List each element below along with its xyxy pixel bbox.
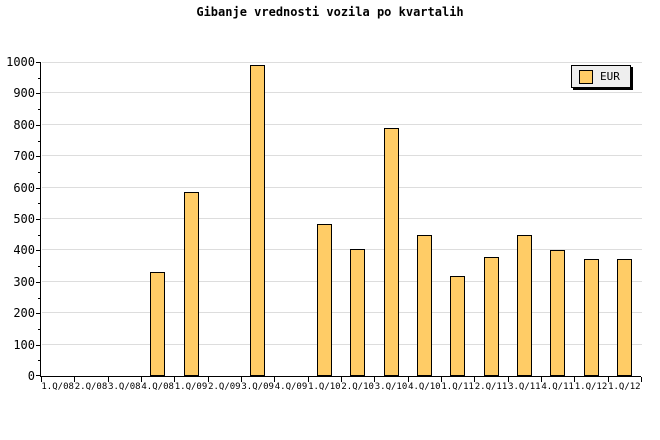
y-tick-label: 0	[27, 369, 35, 383]
y-axis-tick	[36, 219, 41, 220]
y-axis-tick	[36, 188, 41, 189]
gridline	[42, 218, 642, 219]
x-tick-label: 1.Q/12	[574, 382, 608, 392]
x-tick-label: 2.Q/10	[341, 382, 374, 392]
y-tick-label: 100	[13, 338, 35, 352]
bar	[383, 128, 399, 376]
x-axis-tick	[474, 377, 475, 382]
y-tick-label: 700	[13, 149, 35, 163]
x-tick-label: 1.Q/12	[608, 382, 641, 392]
x-tick-label: 1.Q/08	[41, 382, 74, 392]
x-tick-label: 1.Q/09	[174, 382, 208, 392]
y-axis-minor-tick	[38, 360, 41, 361]
x-axis-tick	[108, 377, 109, 382]
x-tick-label: 4.Q/08	[141, 382, 174, 392]
y-tick-label: 800	[13, 118, 35, 132]
x-axis-tick	[441, 377, 442, 382]
y-axis-tick	[36, 156, 41, 157]
x-axis-tick	[141, 377, 142, 382]
gridline	[42, 281, 642, 282]
x-tick-label: 3.Q/09	[241, 382, 274, 392]
y-axis-tick	[36, 93, 41, 94]
bar	[450, 276, 466, 376]
y-axis-minor-tick	[38, 203, 41, 204]
gridline	[42, 249, 642, 250]
x-axis-tick	[341, 377, 342, 382]
bar	[516, 235, 532, 376]
y-tick-label: 300	[13, 275, 35, 289]
x-axis-tick	[308, 377, 309, 382]
plot-area: 0 100 200 300 400 500 600 700 800 900 1000 1.Q/08 2.…	[6, 56, 642, 392]
y-axis-tick	[36, 282, 41, 283]
x-tick-label: 3.Q/10	[374, 382, 408, 392]
y-axis-minor-tick	[38, 172, 41, 173]
y-axis-minor-tick	[38, 329, 41, 330]
x-axis-tick	[74, 377, 75, 382]
x-tick-label: 4.Q/11	[541, 382, 574, 392]
y-tick-label: 200	[13, 306, 35, 320]
x-axis-tick	[408, 377, 409, 382]
x-tick-label: 2.Q/11	[474, 382, 508, 392]
y-axis-tick	[36, 313, 41, 314]
legend-swatch-icon	[579, 69, 593, 84]
gridline	[42, 187, 642, 188]
y-tick-label: 1000	[6, 55, 35, 69]
gridline	[42, 92, 642, 93]
bar	[583, 259, 599, 376]
x-tick-label: 3.Q/08	[108, 382, 141, 392]
x-tick-label: 1.Q/10	[308, 382, 341, 392]
gridline	[42, 62, 642, 63]
x-tick-label: 1.Q/11	[441, 382, 474, 392]
x-tick-label: 2.Q/08	[74, 382, 108, 392]
y-axis-minor-tick	[38, 141, 41, 142]
chart-title: Gibanje vrednosti vozila po kvartalih	[196, 5, 464, 19]
x-tick-label: 3.Q/11	[508, 382, 541, 392]
x-axis-tick	[274, 377, 275, 382]
x-axis-tick	[41, 377, 42, 382]
x-axis-tick	[508, 377, 509, 382]
y-axis-tick	[36, 375, 41, 376]
bar	[150, 272, 166, 376]
y-tick-label: 900	[13, 86, 35, 100]
x-axis-tick	[541, 377, 542, 382]
y-axis-tick	[36, 125, 41, 126]
x-axis-tick	[174, 377, 175, 382]
x-tick-label: 2.Q/09	[208, 382, 241, 392]
y-axis-minor-tick	[38, 298, 41, 299]
y-axis-tick	[36, 250, 41, 251]
y-axis-minor-tick	[38, 266, 41, 267]
gridline	[42, 124, 642, 125]
x-axis-tick	[208, 377, 209, 382]
x-axis-tick	[241, 377, 242, 382]
y-axis-minor-tick	[38, 109, 41, 110]
x-axis-tick	[608, 377, 609, 382]
bar	[183, 192, 199, 376]
legend-label: EUR	[600, 69, 620, 83]
y-axis-minor-tick	[38, 78, 41, 79]
gridline	[42, 344, 642, 345]
bar	[483, 257, 499, 376]
bar	[616, 259, 632, 376]
gridline	[42, 155, 642, 156]
y-axis-minor-tick	[38, 235, 41, 236]
bar	[416, 235, 432, 376]
y-axis-tick	[36, 345, 41, 346]
x-axis-tick	[641, 377, 642, 382]
bar	[350, 249, 366, 376]
y-tick-label: 400	[13, 243, 35, 257]
x-axis-tick	[374, 377, 375, 382]
bar	[250, 65, 266, 376]
gridline	[42, 312, 642, 313]
y-axis-tick	[36, 62, 41, 63]
x-tick-label: 4.Q/09	[274, 382, 308, 392]
y-tick-label: 500	[13, 212, 35, 226]
bar	[550, 250, 566, 376]
legend: EUR	[571, 65, 631, 88]
bar	[316, 224, 332, 376]
x-tick-label: 4.Q/10	[408, 382, 441, 392]
x-axis-tick	[574, 377, 575, 382]
y-tick-label: 600	[13, 181, 35, 195]
